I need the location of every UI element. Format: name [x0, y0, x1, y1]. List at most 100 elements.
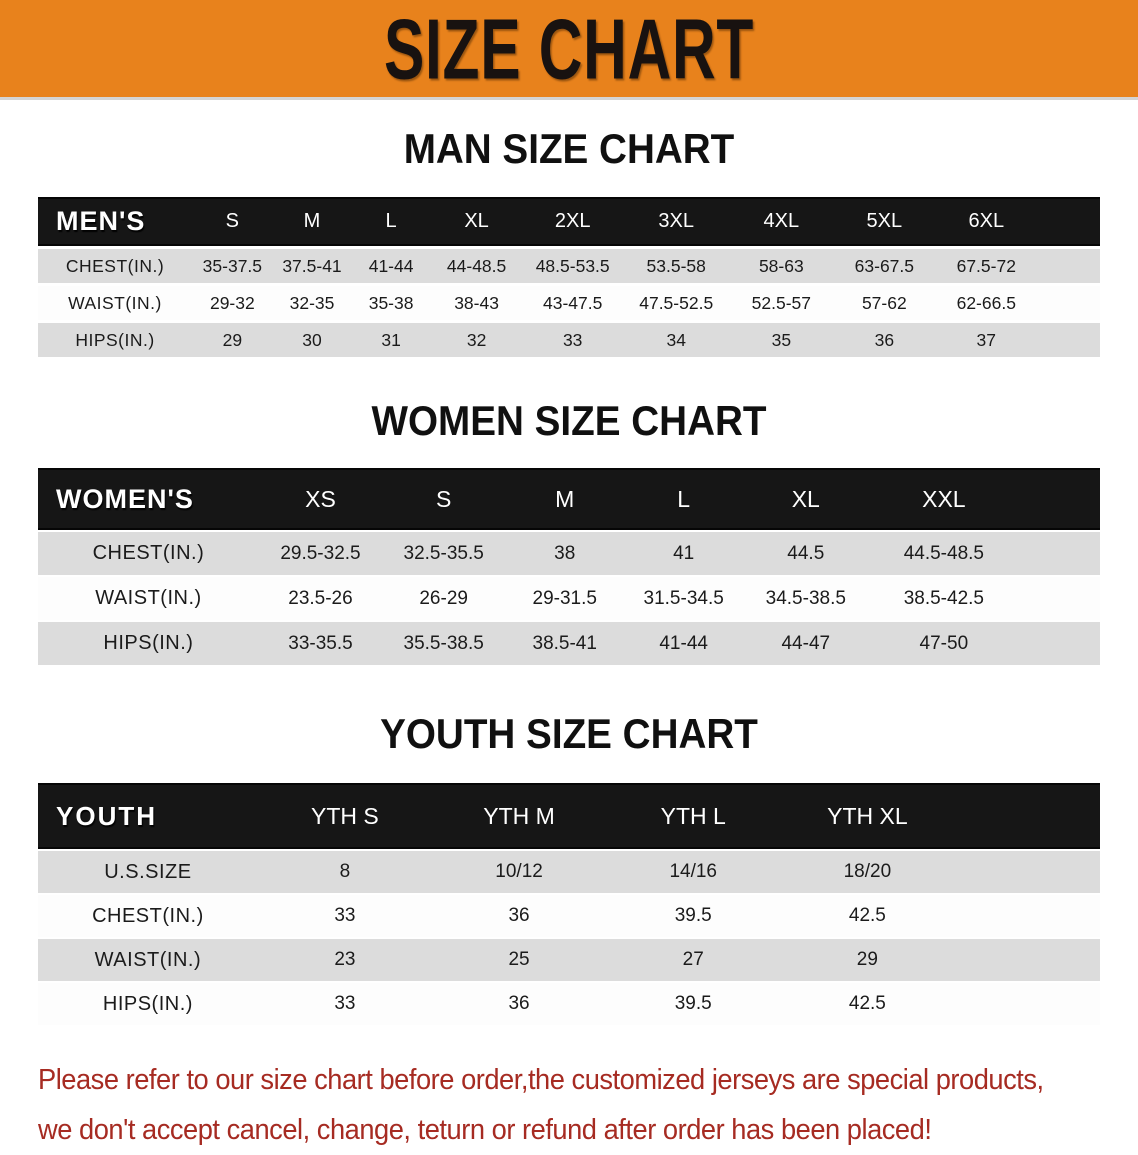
size-cell: 10/12 — [431, 851, 607, 893]
size-cell: 62-66.5 — [935, 286, 1038, 320]
women-size-col: S — [382, 468, 506, 530]
row-spacer — [1037, 286, 1100, 320]
women-section-title: WOMEN SIZE CHART — [371, 397, 767, 444]
men-size-col: 4XL — [729, 197, 834, 246]
row-spacer — [1019, 577, 1100, 620]
size-cell: 39.5 — [606, 983, 781, 1025]
youth-section-title: YOUTH SIZE CHART — [380, 710, 758, 757]
size-cell: 35-38 — [351, 286, 431, 320]
size-cell: 38.5-41 — [505, 622, 625, 665]
size-cell: 14/16 — [606, 851, 781, 893]
row-label: WAIST(IN.) — [38, 286, 192, 320]
row-spacer — [954, 939, 1100, 981]
size-cell: 31.5-34.5 — [624, 577, 744, 620]
size-cell: 32-35 — [272, 286, 352, 320]
size-cell: 35-37.5 — [192, 249, 273, 283]
size-cell: 47.5-52.5 — [623, 286, 730, 320]
women-waist-row: WAIST(IN.) 23.5-26 26-29 29-31.5 31.5-34… — [38, 577, 1100, 620]
row-label: CHEST(IN.) — [38, 249, 192, 283]
men-size-col: S — [192, 197, 273, 246]
size-cell: 23 — [257, 939, 432, 981]
size-cell: 18/20 — [780, 851, 955, 893]
size-cell: 44.5-48.5 — [868, 532, 1020, 575]
women-size-col: L — [624, 468, 744, 530]
size-cell: 29-32 — [192, 286, 273, 320]
size-cell: 67.5-72 — [935, 249, 1038, 283]
size-cell: 36 — [431, 983, 607, 1025]
youth-size-col: YTH XL — [780, 783, 955, 849]
size-cell: 63-67.5 — [833, 249, 936, 283]
youth-size-col: YTH L — [606, 783, 781, 849]
youth-hips-row: HIPS(IN.) 33 36 39.5 42.5 — [38, 983, 1100, 1025]
size-cell: 42.5 — [780, 895, 955, 937]
men-waist-row: WAIST(IN.) 29-32 32-35 35-38 38-43 43-47… — [38, 286, 1100, 320]
size-cell: 26-29 — [382, 577, 506, 620]
size-cell: 47-50 — [868, 622, 1020, 665]
women-size-col: M — [505, 468, 625, 530]
size-cell: 27 — [606, 939, 781, 981]
size-cell: 34 — [623, 323, 730, 357]
size-chart-banner: SIZE CHART — [0, 0, 1138, 100]
disclaimer-line-2: we don't accept cancel, change, teturn o… — [38, 1114, 932, 1146]
size-cell: 36 — [431, 895, 607, 937]
men-chest-row: CHEST(IN.) 35-37.5 37.5-41 41-44 44-48.5… — [38, 249, 1100, 283]
youth-size-col: YTH S — [257, 783, 432, 849]
row-spacer — [954, 983, 1100, 1025]
size-cell: 37.5-41 — [272, 249, 352, 283]
row-label: WAIST(IN.) — [38, 939, 258, 981]
size-cell: 25 — [431, 939, 607, 981]
row-spacer — [954, 895, 1100, 937]
size-cell: 33 — [257, 983, 432, 1025]
size-cell: 42.5 — [780, 983, 955, 1025]
row-spacer — [954, 851, 1100, 893]
youth-chest-row: CHEST(IN.) 33 36 39.5 42.5 — [38, 895, 1100, 937]
size-cell: 36 — [833, 323, 936, 357]
size-cell: 41-44 — [351, 249, 431, 283]
size-cell: 44.5 — [743, 532, 869, 575]
men-section-title: MAN SIZE CHART — [403, 125, 735, 172]
women-hips-row: HIPS(IN.) 33-35.5 35.5-38.5 38.5-41 41-4… — [38, 622, 1100, 665]
size-cell: 35.5-38.5 — [382, 622, 506, 665]
men-size-col: XL — [430, 197, 523, 246]
size-cell: 41-44 — [624, 622, 744, 665]
men-size-col: 2XL — [522, 197, 624, 246]
row-label: WAIST(IN.) — [38, 577, 259, 620]
men-hips-row: HIPS(IN.) 29 30 31 32 33 34 35 36 37 — [38, 323, 1100, 357]
size-cell: 8 — [257, 851, 432, 893]
men-size-table: MEN'S S M L XL 2XL 3XL 4XL 5XL 6XL CHEST… — [38, 194, 1100, 360]
youth-header-row: YOUTH YTH S YTH M YTH L YTH XL — [38, 783, 1100, 849]
size-cell: 39.5 — [606, 895, 781, 937]
size-cell: 41 — [624, 532, 744, 575]
size-cell: 35 — [729, 323, 834, 357]
row-label: CHEST(IN.) — [38, 532, 259, 575]
size-cell: 29-31.5 — [505, 577, 625, 620]
header-spacer — [1019, 468, 1100, 530]
women-size-col: XXL — [868, 468, 1020, 530]
men-size-col: 5XL — [833, 197, 936, 246]
banner-title: SIZE CHART — [383, 0, 755, 97]
women-size-col: XS — [258, 468, 383, 530]
size-cell: 34.5-38.5 — [743, 577, 869, 620]
women-header-row: WOMEN'S XS S M L XL XXL — [38, 468, 1100, 530]
size-cell: 33-35.5 — [258, 622, 383, 665]
row-label: U.S.SIZE — [38, 851, 258, 893]
women-chest-row: CHEST(IN.) 29.5-32.5 32.5-35.5 38 41 44.… — [38, 532, 1100, 575]
men-size-col: L — [351, 197, 431, 246]
women-size-col: XL — [743, 468, 869, 530]
row-spacer — [1019, 622, 1100, 665]
disclaimer-line-1: Please refer to our size chart before or… — [38, 1064, 1044, 1096]
row-label: CHEST(IN.) — [38, 895, 258, 937]
youth-corner-label: YOUTH — [38, 783, 258, 849]
size-cell: 53.5-58 — [623, 249, 730, 283]
size-cell: 29 — [780, 939, 955, 981]
size-cell: 58-63 — [729, 249, 834, 283]
size-cell: 37 — [935, 323, 1038, 357]
row-label: HIPS(IN.) — [38, 323, 192, 357]
row-spacer — [1037, 323, 1100, 357]
header-spacer — [1037, 197, 1100, 246]
size-cell: 33 — [522, 323, 624, 357]
youth-ussize-row: U.S.SIZE 8 10/12 14/16 18/20 — [38, 851, 1100, 893]
size-cell: 30 — [272, 323, 352, 357]
men-header-row: MEN'S S M L XL 2XL 3XL 4XL 5XL 6XL — [38, 197, 1100, 246]
disclaimer-text: Please refer to our size chart before or… — [38, 1055, 1138, 1155]
